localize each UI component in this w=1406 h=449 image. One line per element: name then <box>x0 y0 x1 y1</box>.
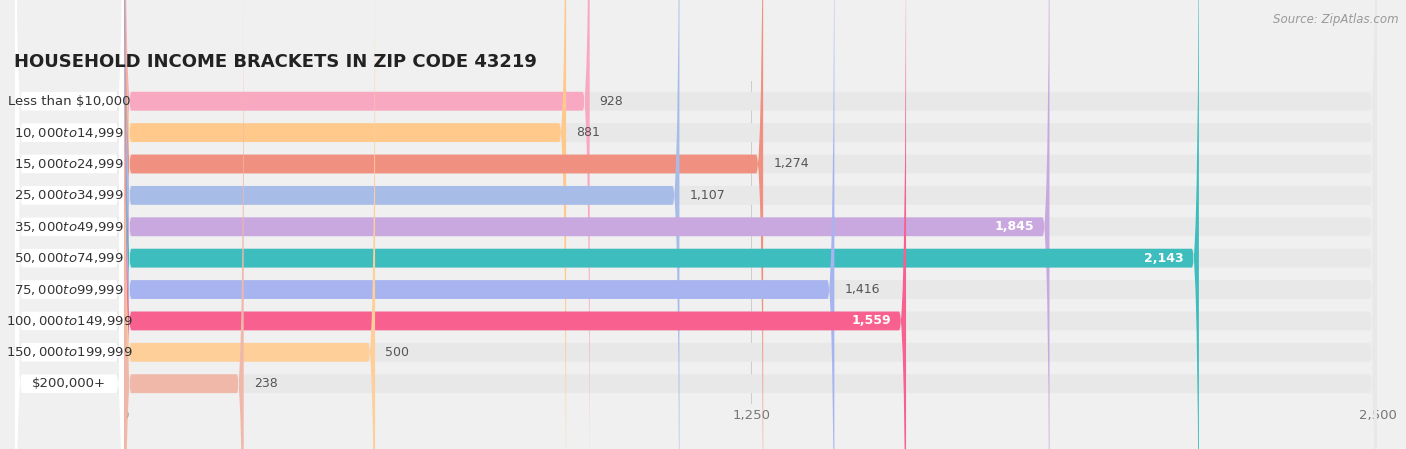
FancyBboxPatch shape <box>15 0 1376 449</box>
FancyBboxPatch shape <box>15 0 1376 449</box>
FancyBboxPatch shape <box>15 0 1376 449</box>
FancyBboxPatch shape <box>15 0 124 449</box>
FancyBboxPatch shape <box>15 0 124 449</box>
FancyBboxPatch shape <box>15 0 124 449</box>
FancyBboxPatch shape <box>124 0 679 449</box>
Text: 1,107: 1,107 <box>689 189 725 202</box>
FancyBboxPatch shape <box>124 0 763 449</box>
FancyBboxPatch shape <box>15 0 124 449</box>
Text: $100,000 to $149,999: $100,000 to $149,999 <box>6 314 132 328</box>
Text: HOUSEHOLD INCOME BRACKETS IN ZIP CODE 43219: HOUSEHOLD INCOME BRACKETS IN ZIP CODE 43… <box>14 53 537 71</box>
Text: $25,000 to $34,999: $25,000 to $34,999 <box>14 189 124 202</box>
FancyBboxPatch shape <box>15 0 1376 449</box>
FancyBboxPatch shape <box>15 0 1376 449</box>
FancyBboxPatch shape <box>124 0 567 449</box>
FancyBboxPatch shape <box>124 0 589 449</box>
Text: $150,000 to $199,999: $150,000 to $199,999 <box>6 345 132 359</box>
FancyBboxPatch shape <box>124 0 243 449</box>
FancyBboxPatch shape <box>15 0 1376 449</box>
Text: 2,143: 2,143 <box>1144 251 1184 264</box>
FancyBboxPatch shape <box>15 0 1376 449</box>
Text: $200,000+: $200,000+ <box>32 377 107 390</box>
FancyBboxPatch shape <box>15 0 1376 449</box>
Text: 881: 881 <box>576 126 600 139</box>
FancyBboxPatch shape <box>124 0 375 449</box>
FancyBboxPatch shape <box>15 0 124 449</box>
Text: $50,000 to $74,999: $50,000 to $74,999 <box>14 251 124 265</box>
Text: Less than $10,000: Less than $10,000 <box>8 95 131 108</box>
Text: $15,000 to $24,999: $15,000 to $24,999 <box>14 157 124 171</box>
FancyBboxPatch shape <box>15 0 124 449</box>
Text: 1,845: 1,845 <box>995 220 1035 233</box>
Text: $10,000 to $14,999: $10,000 to $14,999 <box>14 126 124 140</box>
Text: 1,559: 1,559 <box>852 314 891 327</box>
FancyBboxPatch shape <box>15 0 124 449</box>
FancyBboxPatch shape <box>124 0 834 449</box>
FancyBboxPatch shape <box>15 0 124 449</box>
Text: 238: 238 <box>253 377 277 390</box>
Text: $35,000 to $49,999: $35,000 to $49,999 <box>14 220 124 234</box>
Text: Source: ZipAtlas.com: Source: ZipAtlas.com <box>1274 13 1399 26</box>
FancyBboxPatch shape <box>15 0 124 449</box>
FancyBboxPatch shape <box>15 0 1376 449</box>
Text: 500: 500 <box>385 346 409 359</box>
FancyBboxPatch shape <box>15 0 1376 449</box>
Text: 1,416: 1,416 <box>845 283 880 296</box>
Text: $75,000 to $99,999: $75,000 to $99,999 <box>14 282 124 296</box>
Text: 1,274: 1,274 <box>773 158 808 171</box>
FancyBboxPatch shape <box>124 0 1199 449</box>
Text: 928: 928 <box>600 95 623 108</box>
FancyBboxPatch shape <box>124 0 905 449</box>
FancyBboxPatch shape <box>124 0 1049 449</box>
FancyBboxPatch shape <box>15 0 124 449</box>
